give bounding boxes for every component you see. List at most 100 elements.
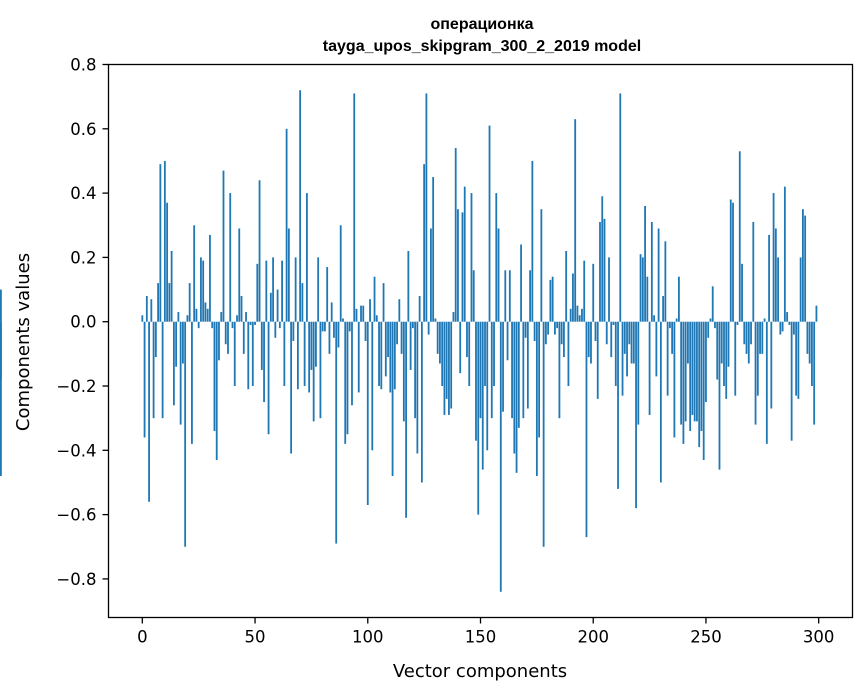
bar (342, 318, 344, 322)
bar (218, 321, 220, 361)
bar (296, 321, 299, 390)
bar (811, 321, 813, 387)
bar (723, 321, 725, 387)
bar (238, 228, 241, 322)
bar (360, 305, 362, 322)
bar (610, 321, 613, 358)
bar (364, 321, 367, 341)
bar (668, 321, 671, 329)
bar (745, 321, 748, 354)
bar (574, 119, 577, 322)
bar (283, 321, 286, 387)
bar (581, 308, 583, 322)
bar (339, 225, 342, 322)
bar (630, 321, 633, 364)
bar (802, 209, 804, 322)
bar (563, 321, 565, 358)
y-tick-label: −0.4 (56, 441, 96, 460)
bar (306, 193, 308, 322)
bar (202, 260, 205, 322)
bar (815, 305, 818, 322)
bar (544, 321, 547, 345)
bar (445, 321, 448, 399)
bar (409, 321, 412, 370)
bar (711, 286, 714, 322)
bar (698, 321, 701, 448)
bar (418, 295, 421, 322)
bar (603, 218, 606, 322)
bar (486, 321, 489, 451)
bar (328, 321, 331, 354)
x-tick-label: 150 (465, 628, 497, 647)
bar (554, 321, 556, 335)
bar (535, 321, 538, 477)
bar (517, 321, 520, 428)
bar (792, 321, 795, 335)
bar (628, 321, 631, 345)
bar (734, 321, 737, 396)
bar (317, 257, 320, 322)
bar (182, 321, 184, 364)
bar (655, 321, 658, 377)
bar (333, 321, 335, 338)
y-tick-label: 0.4 (70, 184, 96, 203)
bar (396, 321, 398, 345)
bar (705, 321, 707, 403)
bar (783, 186, 786, 322)
bar (375, 315, 378, 322)
bar (529, 270, 531, 322)
bar (321, 321, 324, 332)
bar (457, 209, 459, 322)
bar (716, 321, 719, 380)
x-tick-label: 100 (352, 628, 384, 647)
bar (687, 321, 689, 364)
bar (493, 321, 495, 387)
bar (211, 321, 214, 329)
bar (450, 321, 453, 409)
bar (468, 321, 471, 387)
bar (324, 321, 326, 332)
bar (240, 295, 243, 322)
bar (233, 321, 236, 387)
bar (707, 321, 710, 338)
bar (204, 302, 207, 322)
bar (425, 93, 428, 322)
bar (601, 196, 604, 322)
bar (299, 90, 302, 322)
bar (335, 321, 338, 544)
bar (567, 321, 570, 387)
bar (344, 321, 347, 444)
bar (346, 321, 349, 435)
bar (752, 222, 755, 322)
bar (653, 315, 655, 322)
x-tick-label: 50 (245, 628, 266, 647)
bar (741, 263, 743, 322)
bar (777, 257, 779, 322)
bar (725, 321, 728, 399)
bar (788, 321, 791, 325)
bar (168, 283, 171, 322)
bar (495, 193, 498, 322)
bar (657, 228, 660, 322)
bar (596, 321, 599, 399)
bar (227, 321, 229, 354)
y-tick-label: 0.8 (70, 56, 96, 75)
bar (781, 321, 784, 332)
bar (292, 321, 295, 341)
bar (236, 315, 238, 322)
bar (348, 321, 351, 332)
bar (351, 321, 353, 406)
bar (664, 241, 667, 322)
bar (290, 321, 293, 454)
bar (242, 321, 245, 354)
bar (682, 321, 685, 444)
bar (644, 205, 646, 322)
bar (148, 321, 150, 502)
y-axis-label: Components values (13, 253, 34, 431)
bar (274, 321, 277, 338)
bar (272, 257, 274, 322)
bar (310, 321, 313, 370)
bar (393, 321, 396, 390)
bar (497, 228, 500, 322)
bar (526, 321, 529, 409)
